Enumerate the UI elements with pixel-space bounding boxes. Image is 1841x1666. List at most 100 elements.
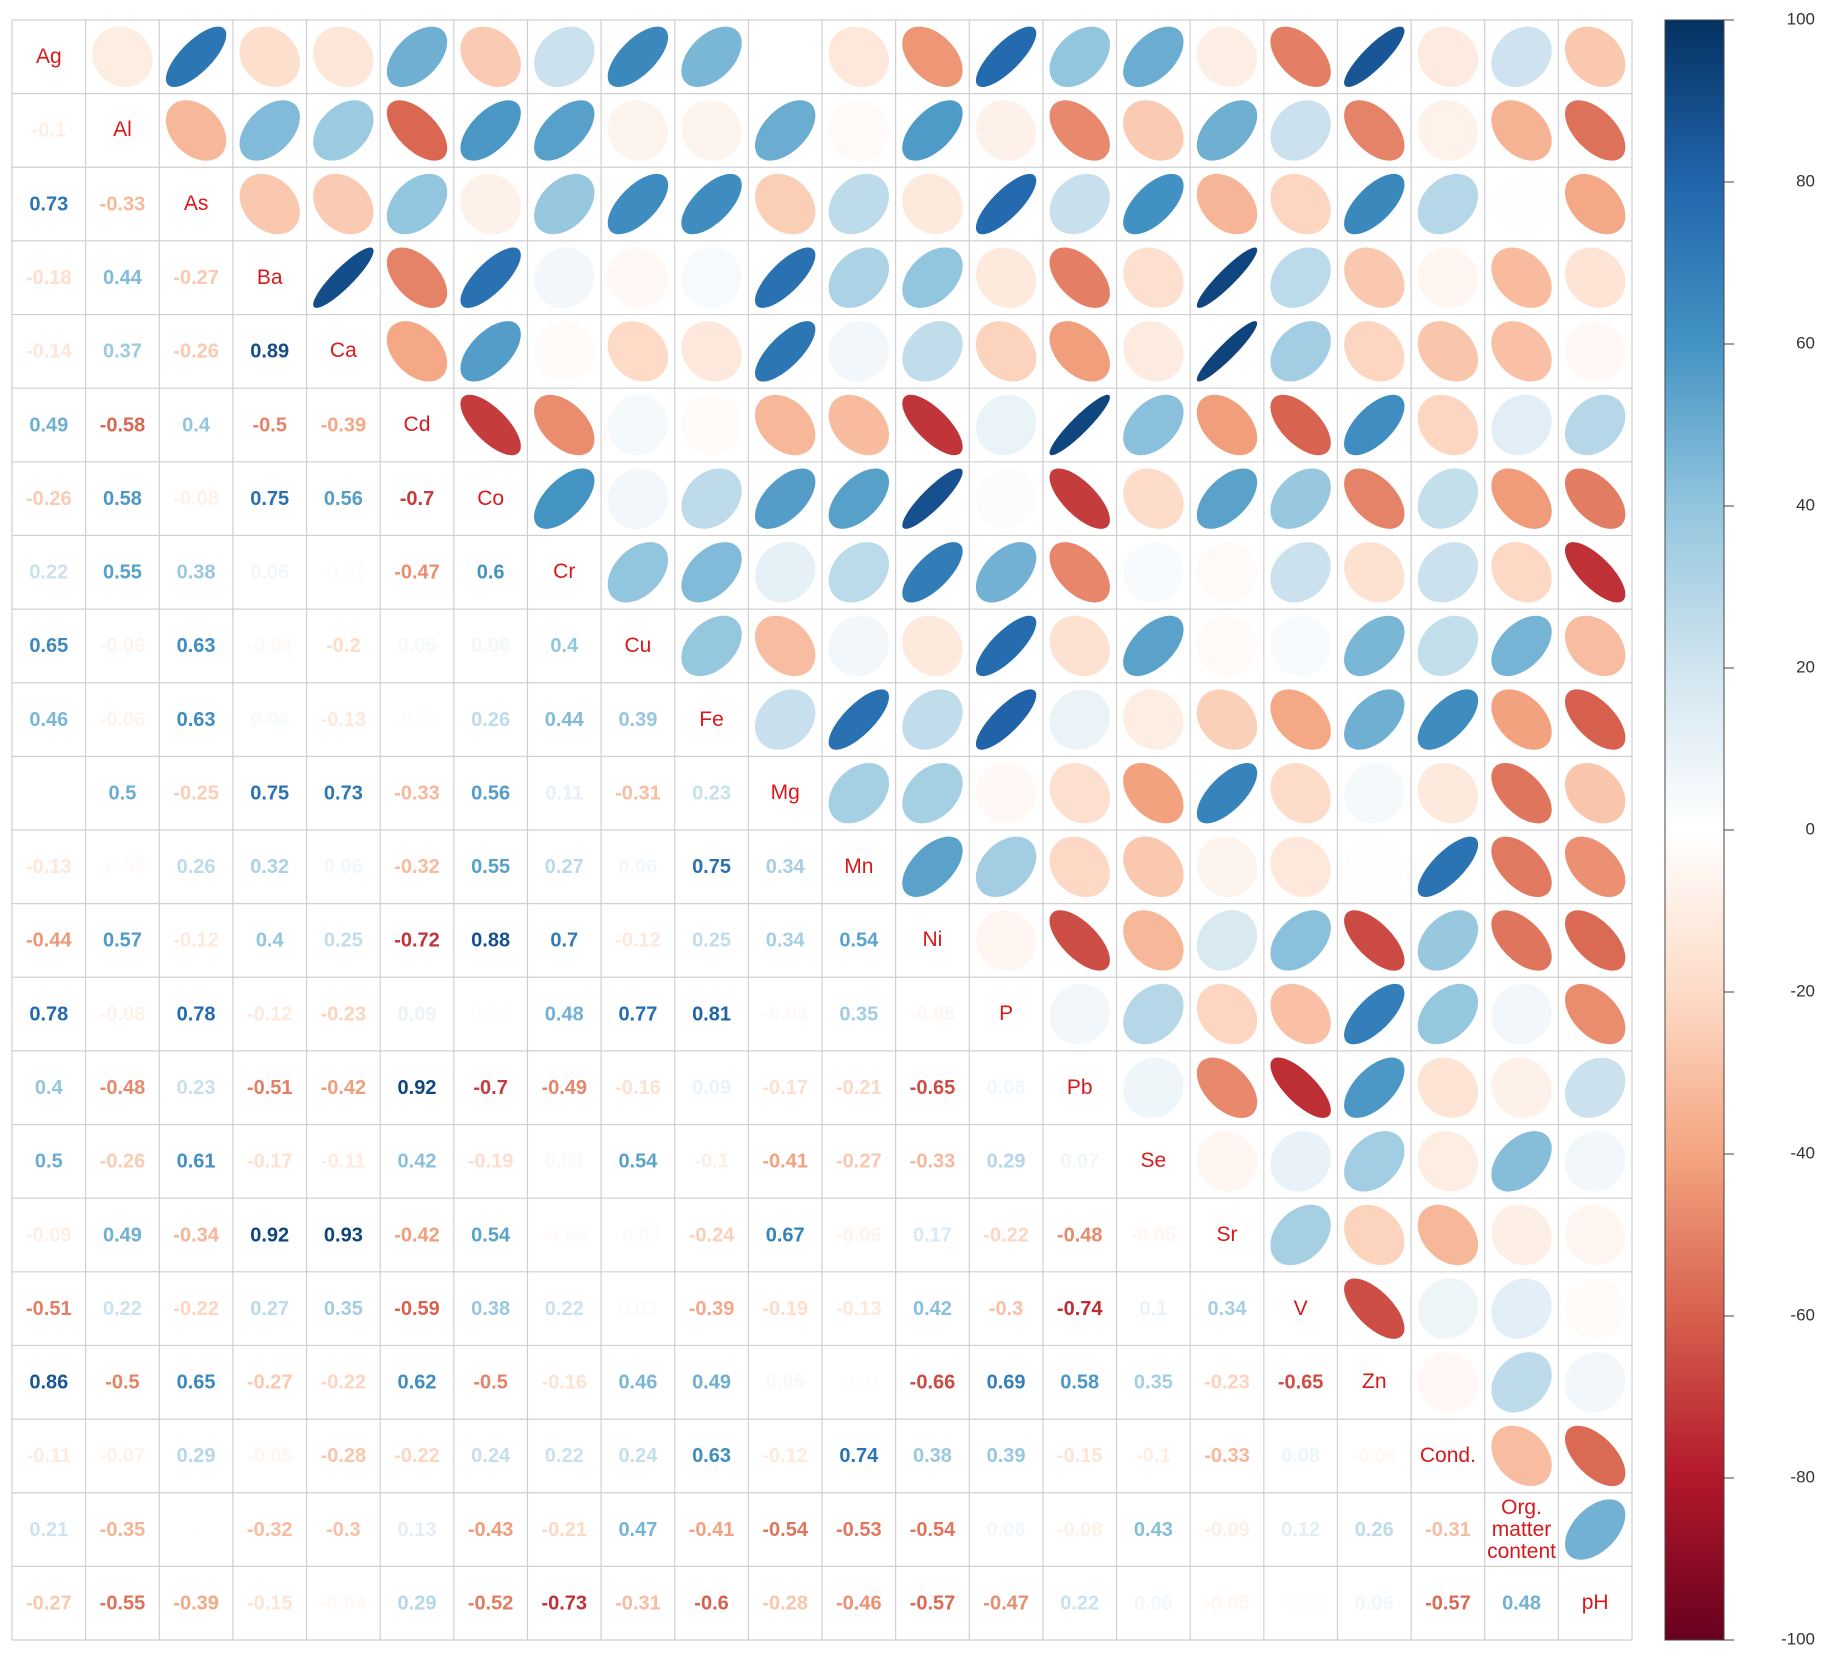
- coefficient-label: 0.73: [29, 193, 68, 215]
- coefficient-label: -0.57: [1425, 1592, 1471, 1614]
- coefficient-ellipse: [460, 100, 521, 161]
- coefficient-ellipse: [460, 394, 521, 456]
- coefficient-label: -0.15: [247, 1592, 293, 1614]
- coefficient-ellipse: [607, 468, 669, 529]
- coefficient-ellipse: [1417, 542, 1479, 603]
- coefficient-label: -0.11: [321, 1151, 365, 1173]
- coefficient-label: -0.72: [394, 930, 440, 952]
- coefficient-ellipse: [1417, 1352, 1479, 1413]
- variable-name: Zn: [1362, 1370, 1387, 1394]
- coefficient-label: -0.43: [468, 1519, 514, 1541]
- coefficient-ellipse: [1196, 615, 1258, 677]
- coefficient-ellipse: [1196, 910, 1258, 971]
- coefficient-label: -0.51: [26, 1298, 72, 1320]
- coefficient-label: 0.05: [398, 635, 437, 657]
- coefficient-ellipse: [754, 173, 816, 235]
- coefficient-ellipse: [239, 173, 300, 235]
- coefficient-label: 0.26: [1355, 1519, 1394, 1541]
- coefficient-label: 0.06: [618, 856, 657, 878]
- coefficient-label: 0.88: [471, 930, 510, 952]
- coefficient-label: 0.35: [324, 1298, 363, 1320]
- coefficient-ellipse: [1196, 836, 1258, 898]
- coefficient-label: -0.33: [100, 193, 146, 215]
- coefficient-ellipse: [534, 26, 595, 88]
- coefficient-label: 0.75: [250, 488, 289, 510]
- coefficient-ellipse: [902, 762, 963, 824]
- variable-name: Cd: [403, 412, 431, 436]
- coefficient-label: 0.37: [103, 341, 142, 363]
- coefficient-ellipse: [1564, 542, 1626, 603]
- coefficient-label: -0.14: [26, 341, 72, 363]
- coefficient-ellipse: [1196, 321, 1258, 382]
- coefficient-ellipse: [607, 321, 669, 382]
- coefficient-label: 0.48: [545, 1003, 584, 1025]
- coefficient-ellipse: [607, 26, 669, 88]
- coefficient-ellipse: [681, 173, 742, 235]
- coefficient-ellipse: [92, 26, 153, 88]
- coefficient-label: -0.41: [762, 1151, 808, 1173]
- variable-name: V: [1293, 1296, 1308, 1320]
- coefficient-ellipse: [1123, 910, 1184, 971]
- coefficient-ellipse: [1491, 1425, 1552, 1487]
- coefficient-ellipse: [534, 468, 595, 529]
- coefficient-label: -0.32: [394, 856, 440, 878]
- coefficient-ellipse: [1123, 689, 1184, 750]
- coefficient-label: -0.51: [247, 1077, 293, 1099]
- coefficient-label: -0.12: [173, 930, 219, 952]
- coefficient-ellipse: [828, 100, 890, 161]
- coefficient-ellipse: [975, 394, 1037, 456]
- coefficient-ellipse: [534, 321, 595, 382]
- coefficient-ellipse: [754, 321, 816, 382]
- coefficient-label: 0.5: [109, 782, 137, 804]
- coefficient-label: 0.46: [618, 1372, 657, 1394]
- coefficient-label: 0.26: [177, 856, 216, 878]
- variable-name: Cu: [624, 633, 652, 657]
- coefficient-label: -0.73: [541, 1592, 587, 1614]
- coefficient-label: -0.04: [762, 1003, 808, 1025]
- coefficient-label: -0.33: [394, 782, 440, 804]
- coefficient-label: 0.67: [766, 1224, 805, 1246]
- coefficient-label: -0.26: [173, 341, 219, 363]
- coefficient-label: -0.13: [26, 856, 72, 878]
- coefficient-ellipse: [681, 26, 742, 88]
- coefficient-label: 0.38: [177, 562, 216, 584]
- coefficient-label: -0.02: [1278, 1592, 1324, 1614]
- coefficient-label: -0.2: [326, 635, 360, 657]
- coefficient-ellipse: [239, 26, 300, 88]
- coefficient-label: 0.06: [250, 562, 289, 584]
- coefficient-ellipse: [1491, 468, 1552, 529]
- coefficient-ellipse: [1196, 1057, 1258, 1118]
- coefficient-label: 0.22: [545, 1445, 584, 1467]
- coefficient-ellipse: [1417, 1057, 1479, 1118]
- coefficient-ellipse: [1270, 394, 1331, 456]
- coefficient-ellipse: [607, 173, 669, 235]
- colorbar-tick-label: -20: [1790, 981, 1815, 1000]
- coefficient-ellipse: [1344, 321, 1405, 382]
- coefficient-ellipse: [1344, 910, 1405, 971]
- coefficient-ellipse: [313, 247, 374, 308]
- coefficient-ellipse: [1344, 1131, 1405, 1192]
- coefficient-ellipse: [1491, 542, 1552, 603]
- variable-label: Cd: [403, 412, 431, 436]
- coefficient-label: -0.09: [1204, 1519, 1250, 1541]
- variable-name: Se: [1140, 1149, 1167, 1173]
- coefficient-ellipse: [1564, 615, 1626, 677]
- coefficient-ellipse: [828, 762, 890, 824]
- coefficient-ellipse: [975, 836, 1037, 898]
- coefficient-label: 0.22: [545, 1298, 584, 1320]
- variable-name: Mg: [770, 781, 800, 805]
- coefficient-ellipse: [975, 247, 1037, 308]
- coefficient-ellipse: [1564, 1057, 1626, 1118]
- coefficient-ellipse: [1196, 762, 1258, 824]
- coefficient-ellipse: [1196, 26, 1258, 88]
- coefficient-ellipse: [902, 247, 963, 308]
- coefficient-label: 0.4: [182, 414, 211, 436]
- coefficient-label: -0.48: [100, 1077, 146, 1099]
- variable-label: Zn: [1362, 1370, 1387, 1394]
- coefficient-label: -0.08: [1057, 1519, 1103, 1541]
- coefficient-label: 0.63: [177, 709, 216, 731]
- variable-label: V: [1293, 1296, 1308, 1320]
- coefficient-label: -0.1: [694, 1151, 728, 1173]
- colorbar-tick-label: 100: [1787, 9, 1815, 28]
- coefficient-ellipse: [1491, 26, 1552, 88]
